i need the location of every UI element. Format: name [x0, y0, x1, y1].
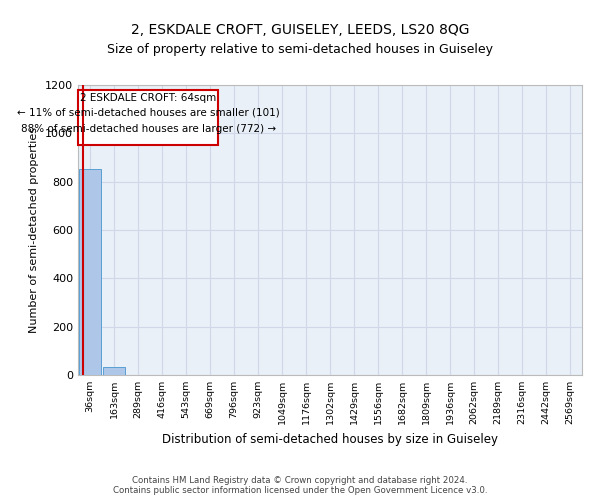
Text: 2 ESKDALE CROFT: 64sqm: 2 ESKDALE CROFT: 64sqm [80, 94, 216, 104]
Bar [79, 170, 101, 375]
Text: Contains HM Land Registry data © Crown copyright and database right 2024.
Contai: Contains HM Land Registry data © Crown c… [113, 476, 487, 495]
X-axis label: Distribution of semi-detached houses by size in Guiseley: Distribution of semi-detached houses by … [162, 432, 498, 446]
Text: Size of property relative to semi-detached houses in Guiseley: Size of property relative to semi-detach… [107, 42, 493, 56]
Text: 88% of semi-detached houses are larger (772) →: 88% of semi-detached houses are larger (… [20, 124, 275, 134]
Y-axis label: Number of semi-detached properties: Number of semi-detached properties [29, 127, 40, 333]
Bar [103, 366, 125, 375]
Text: 2, ESKDALE CROFT, GUISELEY, LEEDS, LS20 8QG: 2, ESKDALE CROFT, GUISELEY, LEEDS, LS20 … [131, 22, 469, 36]
Text: ← 11% of semi-detached houses are smaller (101): ← 11% of semi-detached houses are smalle… [17, 108, 280, 118]
FancyBboxPatch shape [79, 90, 218, 146]
